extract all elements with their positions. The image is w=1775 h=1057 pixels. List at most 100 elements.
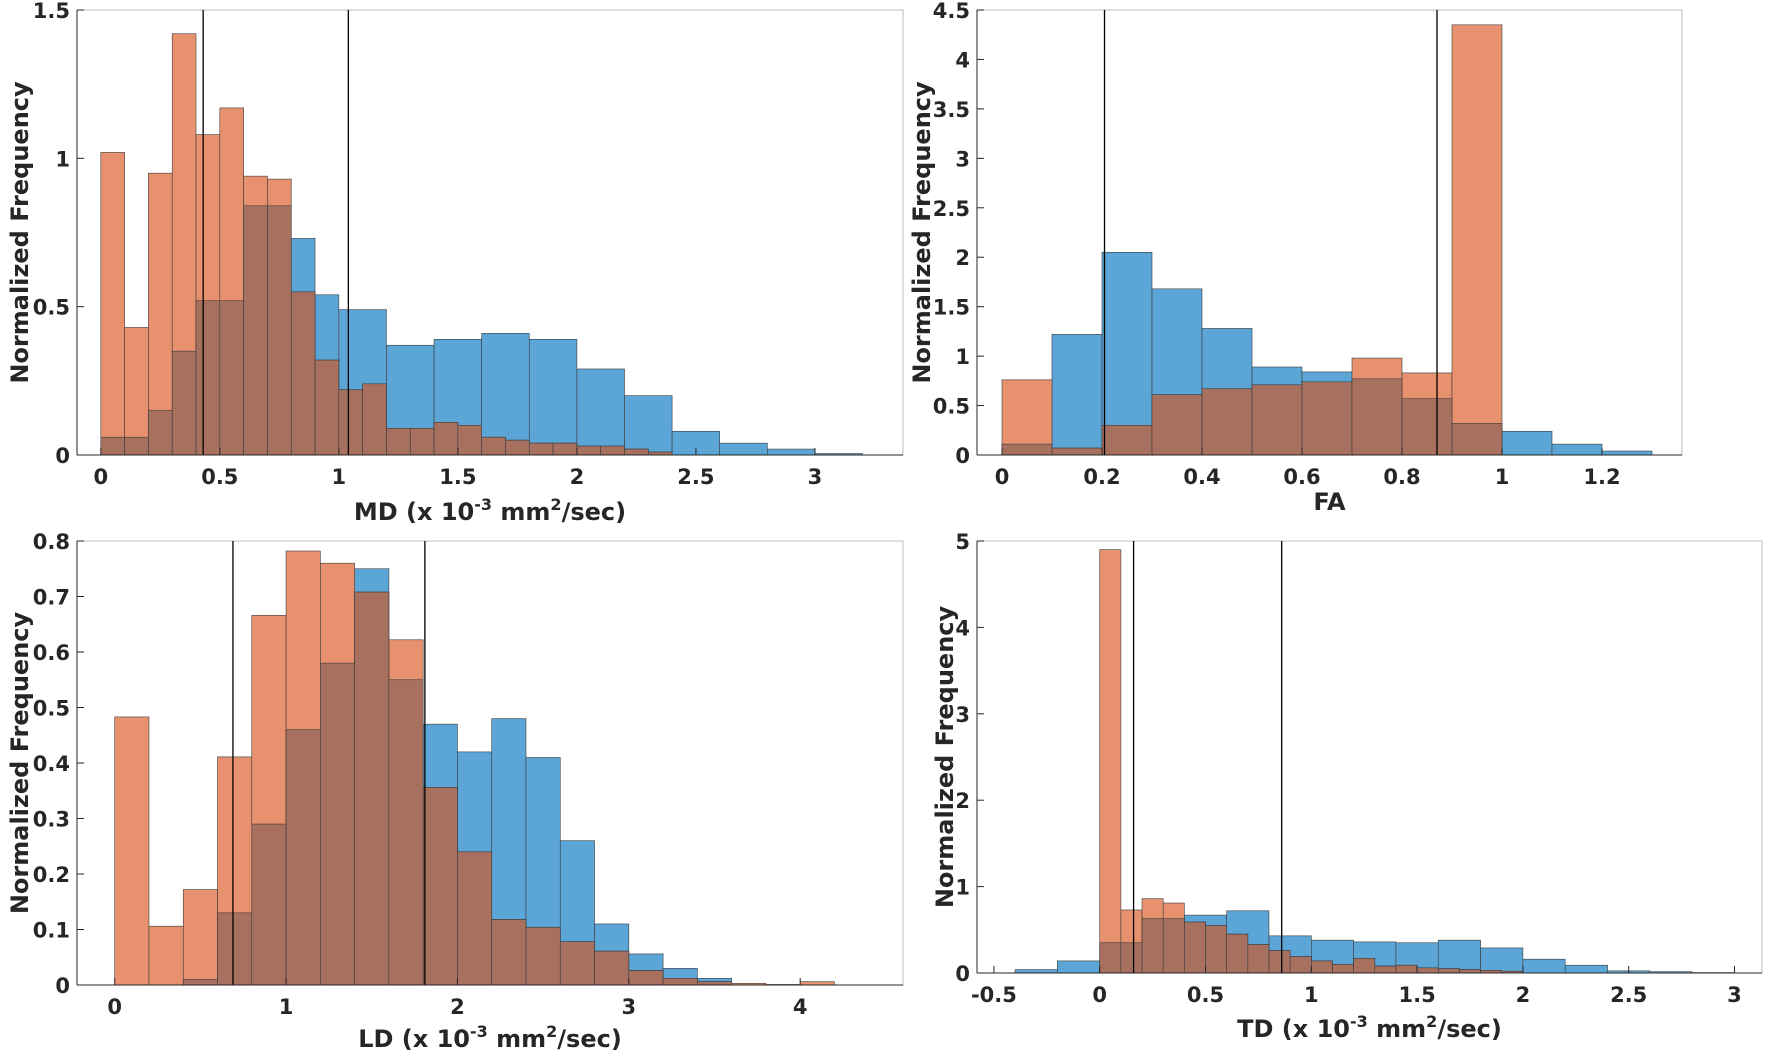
bar-orange — [1100, 550, 1121, 973]
bar-orange — [101, 152, 125, 455]
bar-overlap — [172, 351, 196, 455]
bar-blue — [529, 339, 577, 455]
bar-overlap — [1459, 970, 1480, 973]
bar-overlap — [220, 301, 244, 455]
bar-blue — [1481, 948, 1523, 973]
bar-overlap — [1163, 919, 1184, 973]
bar-blue — [767, 449, 815, 455]
bar-overlap — [286, 730, 320, 985]
x-tick-label: 0 — [1092, 983, 1107, 1007]
bar-overlap — [1402, 399, 1452, 455]
y-tick-label: 0.5 — [933, 395, 970, 419]
bar-overlap — [315, 360, 339, 455]
y-tick-label: 3 — [955, 147, 970, 171]
y-tick-label: 0.8 — [33, 530, 70, 554]
y-tick-label: 0.6 — [33, 641, 70, 665]
bar-blue — [624, 396, 672, 455]
y-tick-label: 4.5 — [933, 0, 970, 23]
bar-overlap — [1290, 957, 1311, 973]
bar-overlap — [183, 979, 217, 985]
x-tick-label: 0.6 — [1283, 465, 1320, 489]
bar-overlap — [355, 592, 389, 985]
y-tick-label: 0.3 — [33, 808, 70, 832]
bar-overlap — [560, 942, 594, 985]
bar-blue — [1552, 444, 1602, 455]
bar-overlap — [1396, 965, 1417, 973]
x-tick-label: 0.2 — [1083, 465, 1120, 489]
bar-overlap — [1417, 968, 1438, 973]
bar-blue — [1602, 451, 1652, 455]
bar-overlap — [1227, 934, 1248, 973]
bar-overlap — [663, 978, 697, 985]
x-tick-label: 1 — [279, 995, 294, 1019]
x-tick-label: 1.5 — [1399, 983, 1436, 1007]
bar-blue — [1052, 334, 1102, 455]
x-tick-label: 0.8 — [1383, 465, 1420, 489]
bar-overlap — [339, 390, 363, 455]
bars-td — [1015, 550, 1734, 973]
bar-overlap — [363, 384, 387, 455]
y-tick-label: 2.5 — [933, 197, 970, 221]
y-tick-label: 1.5 — [933, 296, 970, 320]
bar-blue — [1523, 959, 1565, 973]
y-tick-label: 1 — [955, 345, 970, 369]
y-tick-label: 0.7 — [33, 586, 70, 610]
x-tick-label: 3 — [1727, 983, 1742, 1007]
bar-orange — [183, 890, 217, 985]
bar-blue — [482, 333, 530, 455]
x-tick-label: 0 — [995, 465, 1010, 489]
bar-overlap — [125, 437, 149, 455]
bar-overlap — [148, 411, 172, 456]
x-tick-label: 2 — [1516, 983, 1531, 1007]
bar-overlap — [386, 428, 410, 455]
bars-md — [101, 34, 863, 455]
bar-overlap — [244, 206, 268, 455]
x-tick-label: 0.5 — [201, 465, 238, 489]
y-tick-label: 0 — [55, 444, 70, 468]
bar-overlap — [267, 206, 291, 455]
y-axis-title: Normalized Frequency — [6, 81, 34, 384]
y-tick-label: 2 — [955, 246, 970, 270]
x-tick-label: -0.5 — [971, 983, 1017, 1007]
bar-blue — [720, 443, 768, 455]
bar-blue — [1102, 252, 1152, 455]
bar-overlap — [423, 787, 457, 985]
bar-overlap — [101, 437, 125, 455]
x-tick-label: 0.4 — [1183, 465, 1220, 489]
x-tick-label: 3 — [621, 995, 636, 1019]
bar-blue — [1565, 965, 1607, 973]
bar-overlap — [218, 913, 252, 985]
x-tick-label: 1.2 — [1583, 465, 1620, 489]
bar-orange — [125, 327, 149, 455]
y-tick-label: 1 — [55, 147, 70, 171]
x-tick-label: 0 — [107, 995, 122, 1019]
bar-overlap — [1248, 944, 1269, 973]
bar-overlap — [1052, 448, 1102, 455]
bars-ld — [115, 551, 835, 985]
bars-fa — [1002, 25, 1652, 455]
bar-orange — [1452, 25, 1502, 455]
x-tick-label: 2 — [450, 995, 465, 1019]
x-axis-title: TD (x 10-3 mm2/sec) — [1237, 1012, 1502, 1043]
bar-overlap — [1302, 382, 1352, 455]
bar-overlap — [1002, 444, 1052, 455]
bar-overlap — [577, 446, 601, 455]
x-axis-title: FA — [1313, 488, 1346, 516]
x-tick-label: 1 — [1304, 983, 1319, 1007]
bar-overlap — [1438, 969, 1459, 973]
bar-overlap — [1354, 958, 1375, 973]
bar-overlap — [1452, 423, 1502, 455]
x-tick-label: 2.5 — [677, 465, 714, 489]
bar-overlap — [1152, 395, 1202, 455]
bar-overlap — [196, 301, 220, 455]
y-axis-title: Normalized Frequency — [6, 611, 34, 914]
bar-orange — [1002, 380, 1052, 455]
y-tick-label: 0 — [955, 444, 970, 468]
bar-overlap — [1375, 966, 1396, 973]
bar-overlap — [1102, 425, 1152, 455]
y-tick-label: 0.1 — [33, 919, 70, 943]
bar-blue — [1502, 431, 1552, 455]
